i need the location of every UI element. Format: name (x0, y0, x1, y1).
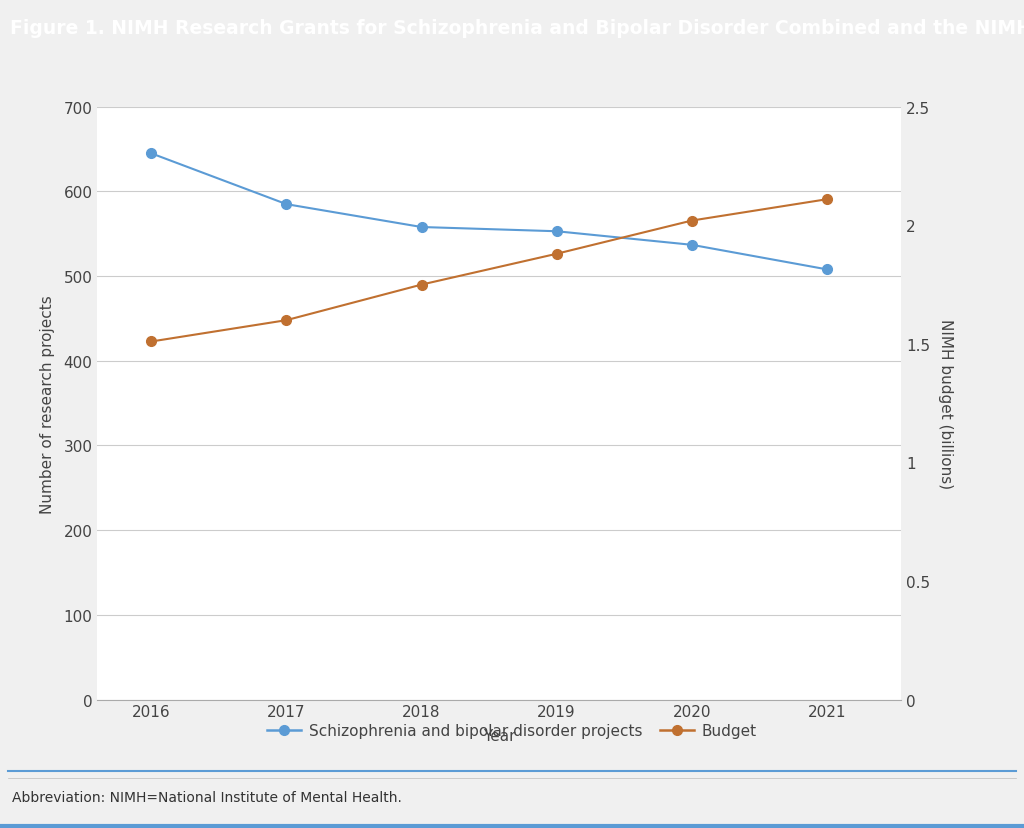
Y-axis label: Number of research projects: Number of research projects (40, 295, 55, 513)
Text: Abbreviation: NIMH=National Institute of Mental Health.: Abbreviation: NIMH=National Institute of… (12, 790, 402, 804)
Legend: Schizophrenia and bipolar disorder projects, Budget: Schizophrenia and bipolar disorder proje… (261, 717, 763, 744)
Y-axis label: NIMH budget (billions): NIMH budget (billions) (938, 319, 953, 489)
Text: Figure 1. NIMH Research Grants for Schizophrenia and Bipolar Disorder Combined a: Figure 1. NIMH Research Grants for Schiz… (10, 19, 1024, 37)
X-axis label: Year: Year (483, 728, 515, 743)
